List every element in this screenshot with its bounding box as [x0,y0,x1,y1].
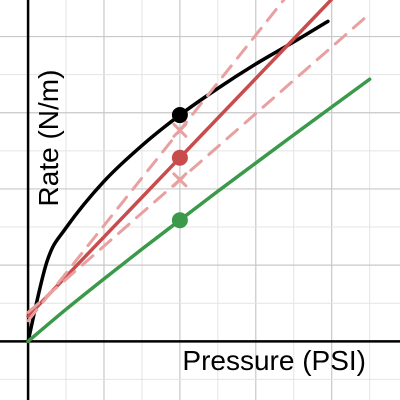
points-group [171,107,188,229]
series-line-2 [26,0,334,318]
series-line-4 [26,12,372,314]
series-line-3 [26,0,286,323]
point-marker-dot-2 [171,149,188,166]
series-group [26,0,372,344]
point-marker-dot-3 [171,212,188,229]
point-marker-x-5 [172,172,188,188]
series-line-1 [26,19,330,344]
point-marker-dot-1 [171,107,188,124]
y-axis-label: Rate (N/m) [33,70,64,207]
x-axis-label: Pressure (PSI) [182,345,366,376]
point-marker-x-4 [172,122,188,138]
